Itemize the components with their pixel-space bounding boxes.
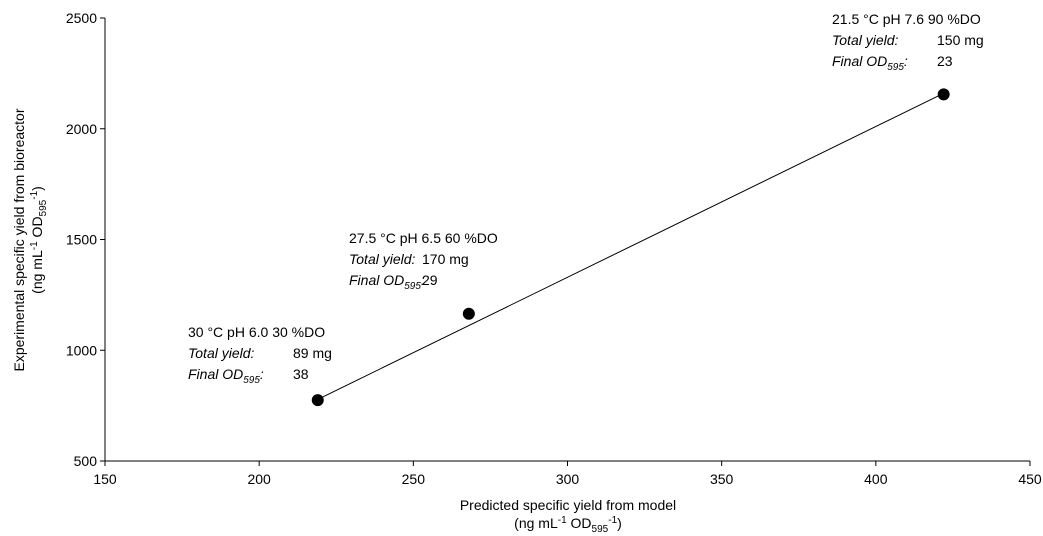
- annotation-final-od-value: 38: [293, 366, 309, 382]
- y-tick-label: 2000: [66, 121, 97, 137]
- x-ticks: 150 200 250 300 350 400 450: [93, 461, 1042, 487]
- data-points: [311, 88, 950, 407]
- y-axis-title: Experimental specific yield from bioreac…: [11, 108, 27, 371]
- annotation-condition: 27.5 °C pH 6.5 60 %DO: [349, 230, 498, 246]
- x-tick-label: 150: [93, 471, 117, 487]
- trendline-group: [317, 92, 944, 400]
- x-tick-label: 250: [402, 471, 426, 487]
- x-tick-label: 300: [556, 471, 580, 487]
- x-tick-label: 200: [247, 471, 271, 487]
- y-tick-label: 1500: [66, 232, 97, 248]
- y-ticks: 500 1000 1500 2000 2500: [66, 10, 105, 469]
- trendline: [317, 92, 944, 400]
- annotation-total-yield-value: 89 mg: [293, 345, 332, 361]
- annotation-total-yield-value: 150 mg: [937, 32, 984, 48]
- annotations: 30 °C pH 6.0 30 %DO Total yield: 89 mg Fina…: [188, 11, 984, 386]
- annotation-total-yield-value: 170 mg: [422, 251, 469, 267]
- axes: [104, 18, 1030, 462]
- x-tick-label: 400: [864, 471, 888, 487]
- y-tick-label: 500: [74, 453, 98, 469]
- x-tick-label: 350: [710, 471, 734, 487]
- x-axis-units: (ng mL-1 OD595-1): [514, 515, 622, 535]
- annotation-total-yield-label: Total yield:: [349, 251, 416, 267]
- y-axis-title-group: Experimental specific yield from bioreac…: [11, 108, 27, 371]
- annotation-final-od-label: Final OD595:: [349, 272, 425, 292]
- annotation-condition: 21.5 °C pH 7.6 90 %DO: [832, 11, 981, 27]
- data-point: [311, 394, 324, 407]
- annotation-final-od-label: Final OD595:: [188, 366, 264, 386]
- annotation-total-yield-label: Total yield:: [188, 345, 255, 361]
- data-point: [462, 307, 475, 320]
- annotation-final-od-label: Final OD595:: [832, 53, 908, 73]
- annotation-block: 30 °C pH 6.0 30 %DO Total yield: 89 mg Fina…: [188, 324, 332, 386]
- y-tick-label: 2500: [66, 10, 97, 26]
- annotation-final-od-value: 29: [422, 272, 438, 288]
- x-tick-label: 450: [1018, 471, 1042, 487]
- x-axis-title: Predicted specific yield from model: [460, 497, 676, 513]
- annotation-block: 27.5 °C pH 6.5 60 %DO Total yield: 170 mg F…: [349, 230, 498, 292]
- y-tick-label: 1000: [66, 342, 97, 358]
- y-axis-units-group: (ng mL-1 OD595-1): [29, 186, 49, 294]
- annotation-condition: 30 °C pH 6.0 30 %DO: [188, 324, 325, 340]
- annotation-final-od-value: 23: [937, 53, 953, 69]
- annotation-block: 21.5 °C pH 7.6 90 %DO Total yield: 150 mg F…: [832, 11, 984, 73]
- y-axis-units: (ng mL-1 OD595-1): [29, 186, 49, 294]
- data-point: [937, 88, 950, 101]
- annotation-total-yield-label: Total yield:: [832, 32, 899, 48]
